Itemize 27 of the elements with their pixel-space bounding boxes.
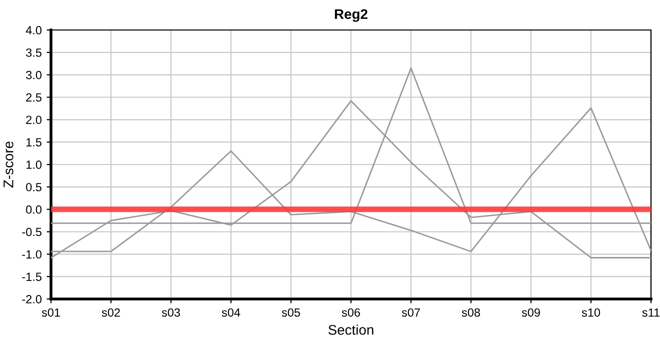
- x-tick-label: s04: [222, 308, 240, 317]
- y-tick-label: 3.5: [26, 48, 42, 57]
- x-tick-label: s02: [102, 308, 120, 317]
- x-tick-label: s10: [582, 308, 600, 317]
- y-tick-label: 4.0: [26, 26, 42, 34]
- x-axis-title: Section: [328, 324, 374, 335]
- chart-title: Reg2: [334, 9, 368, 22]
- y-tick-label: -0.5: [22, 228, 42, 236]
- y-tick-label: 3.0: [26, 70, 42, 80]
- x-tick-label: s08: [462, 308, 480, 317]
- x-tick-label: s11: [642, 308, 660, 317]
- x-tick-label: s07: [402, 308, 420, 317]
- y-tick-label: 0.5: [26, 182, 42, 192]
- y-tick-label: 0.0: [26, 205, 42, 214]
- x-tick-label: s01: [42, 308, 60, 317]
- y-tick-label: 1.0: [26, 160, 42, 169]
- x-tick-label: s06: [342, 308, 360, 317]
- x-tick-label: s03: [162, 308, 180, 317]
- x-tick-label: s05: [282, 308, 300, 317]
- y-tick-label: -1.0: [22, 250, 42, 259]
- y-tick-label: 2.5: [26, 93, 42, 102]
- y-axis-title: Z-score: [4, 142, 14, 188]
- y-tick-label: 2.0: [26, 116, 42, 124]
- x-tick-label: s09: [522, 308, 540, 317]
- y-tick-label: 1.5: [26, 138, 42, 146]
- y-tick-label: -2.0: [22, 295, 42, 304]
- y-tick-label: -1.5: [22, 272, 42, 281]
